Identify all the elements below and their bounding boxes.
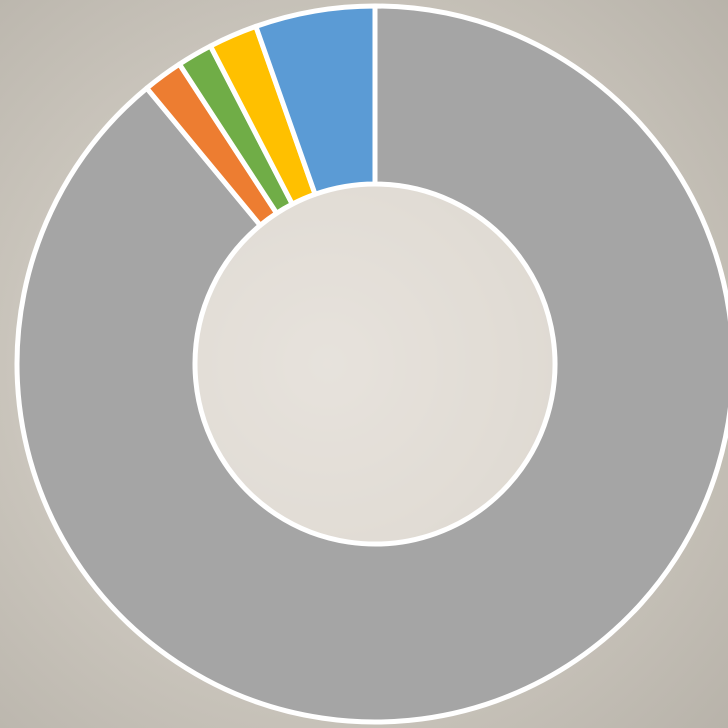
hole [197,186,553,542]
page: (() => { const data = JSON.parse(documen… [0,0,728,728]
chart [0,0,728,728]
